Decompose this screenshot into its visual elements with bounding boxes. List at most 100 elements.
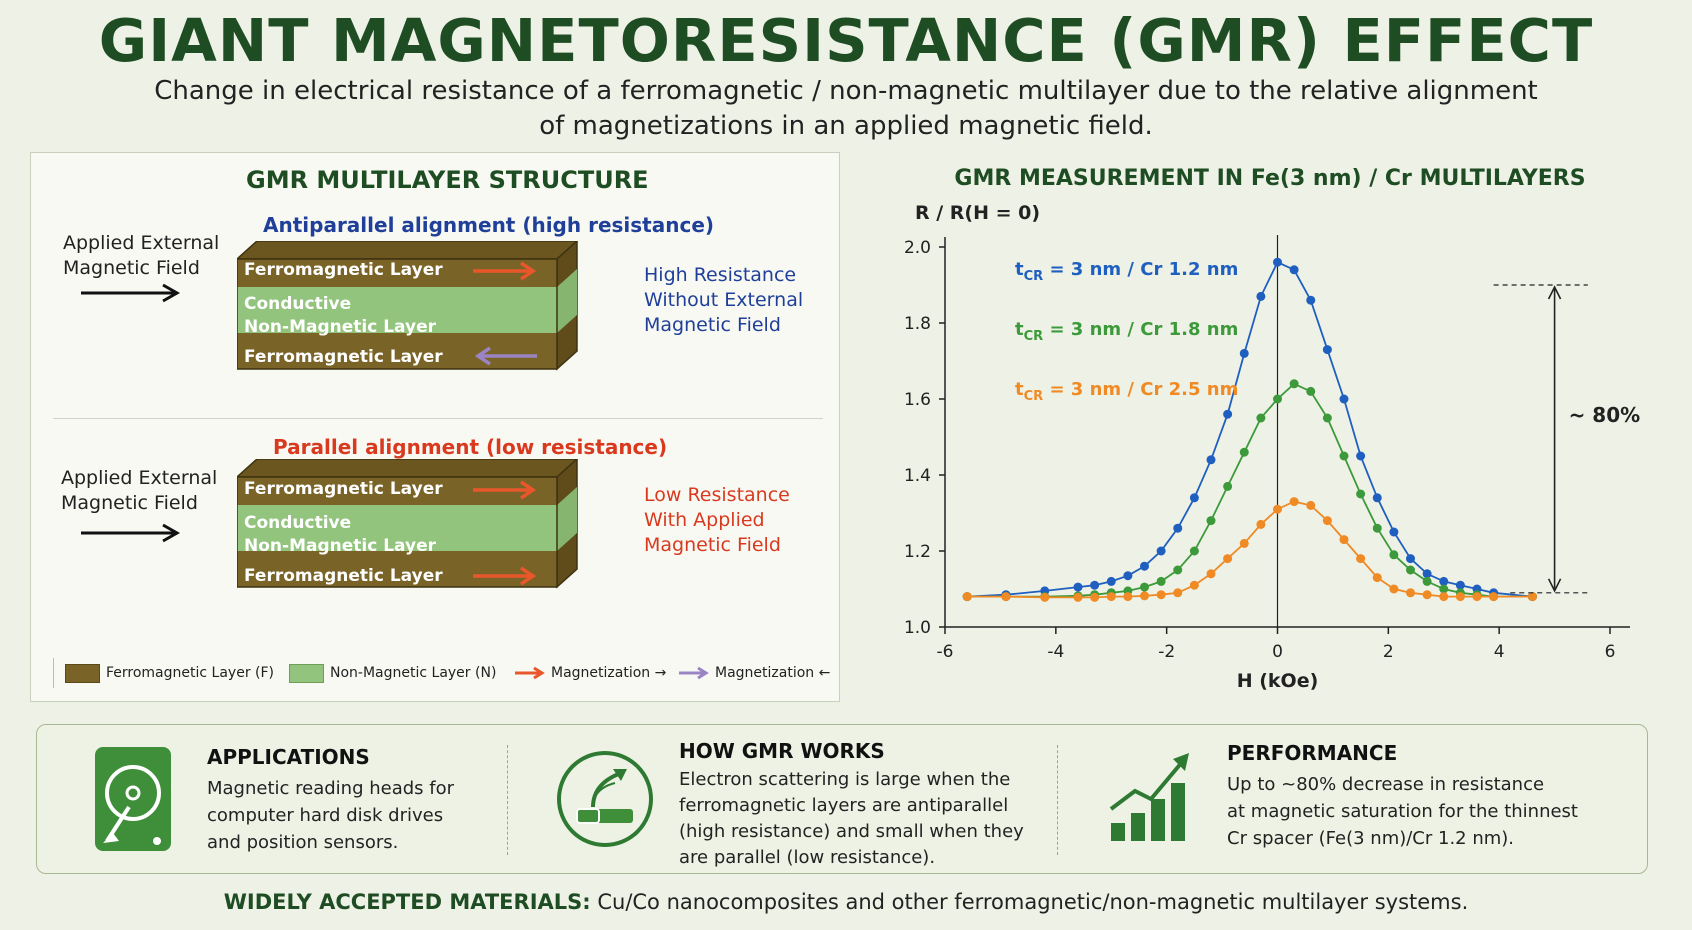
parallel-field-label: Applied External Magnetic Field [61, 466, 217, 516]
data-point [1156, 576, 1166, 586]
section-divider [507, 745, 508, 855]
x-tick-label: 0 [1272, 642, 1283, 662]
text-line: at magnetic saturation for the thinnest [1227, 801, 1578, 822]
data-point [1273, 504, 1282, 514]
structure-title: GMR MULTILAYER STRUCTURE [246, 166, 649, 194]
data-point [1123, 571, 1133, 581]
data-point [1090, 592, 1100, 602]
data-point [1106, 592, 1116, 602]
data-point [1527, 592, 1537, 602]
data-point [1106, 576, 1116, 586]
text-line: Electron scattering is large when the [679, 769, 1011, 790]
data-point [1239, 447, 1249, 457]
data-point [1040, 592, 1050, 602]
layer-label: Ferromagnetic Layer [244, 260, 443, 280]
series-label: tCR = 3 nm / Cr 1.8 nm [1015, 319, 1238, 344]
purple-arrow-icon [679, 666, 709, 680]
data-point [1356, 554, 1366, 564]
data-point [1140, 591, 1149, 601]
state-line: Magnetic Field [644, 534, 781, 556]
data-point [1073, 592, 1083, 602]
data-point [1223, 554, 1233, 564]
data-point [1389, 527, 1399, 537]
text-line: Up to ~80% decrease in resistance [1227, 774, 1545, 795]
legend-label: Non-Magnetic Layer (N) [330, 665, 497, 681]
magnetization-left-arrow [474, 346, 537, 366]
x-tick-label: 6 [1605, 642, 1616, 662]
how-title: HOW GMR WORKS [679, 739, 885, 763]
data-point [1455, 592, 1465, 602]
data-point [1306, 500, 1316, 510]
state-line: Low Resistance [644, 484, 790, 506]
state-line: Magnetic Field [644, 314, 781, 336]
data-point [1306, 386, 1316, 396]
data-point [1372, 573, 1382, 583]
how-text: Electron scattering is large when the fe… [679, 767, 1024, 871]
footer-text: Cu/Co nanocomposites and other ferromagn… [590, 890, 1469, 914]
footer: WIDELY ACCEPTED MATERIALS: Cu/Co nanocom… [0, 890, 1692, 914]
data-point [1389, 584, 1399, 594]
magnetization-right-arrow [473, 480, 537, 500]
page-title: GIANT MAGNETORESISTANCE (GMR) EFFECT [98, 6, 1594, 75]
data-point [1090, 580, 1100, 590]
field-label-line: Magnetic Field [63, 257, 200, 279]
data-point [1322, 516, 1332, 526]
data-point [1439, 576, 1449, 586]
text-line: Magnetic reading heads for [207, 778, 455, 799]
layer-label: Conductive Non-Magnetic Layer [244, 293, 436, 339]
y-tick-label: 2.0 [904, 238, 931, 258]
data-point [1189, 493, 1199, 503]
annotation-arrowhead [1547, 285, 1562, 300]
parallel-title: Parallel alignment (low resistance) [273, 435, 668, 459]
legend-divider [53, 658, 54, 688]
antiparallel-stack [237, 241, 579, 371]
data-point [1406, 588, 1415, 598]
legend-item-ferro: Ferromagnetic Layer (F) [65, 658, 274, 688]
text-line: are parallel (low resistance). [679, 847, 936, 868]
data-point [1140, 582, 1149, 592]
state-line: Without External [644, 289, 804, 311]
legend-item-nonmag: Non-Magnetic Layer (N) [289, 658, 496, 688]
data-point [1189, 546, 1199, 556]
x-axis-label: H (kOe) [1237, 670, 1319, 692]
magnetization-right-arrow [473, 566, 537, 586]
text-line: Cr spacer (Fe(3 nm)/Cr 1.2 nm). [1227, 828, 1515, 849]
layer-label-line: Conductive [244, 294, 352, 314]
data-point [1339, 451, 1349, 461]
data-point [1422, 576, 1432, 586]
data-point [1173, 588, 1183, 598]
legend-label: Ferromagnetic Layer (F) [106, 665, 274, 681]
field-label-line: Applied External [61, 467, 218, 489]
y-tick-label: 1.0 [904, 618, 931, 638]
series-label: tCR = 3 nm / Cr 1.2 nm [1015, 259, 1238, 284]
layer-label-line: Non-Magnetic Layer [244, 317, 436, 337]
parallel-stack [237, 459, 579, 589]
legend-label: Magnetization → [551, 665, 667, 681]
series-label: tCR = 3 nm / Cr 2.5 nm [1015, 379, 1238, 404]
data-point [1206, 516, 1216, 526]
field-label-line: Magnetic Field [61, 492, 198, 514]
orange-arrow-icon [515, 666, 545, 680]
data-point [1156, 546, 1166, 556]
data-point [1389, 550, 1399, 560]
y-tick-label: 1.8 [904, 314, 931, 334]
y-tick-label: 1.4 [904, 466, 931, 486]
legend: Ferromagnetic Layer (F) Non-Magnetic Lay… [53, 658, 833, 688]
data-point [1455, 580, 1465, 590]
state-line: With Applied [644, 509, 765, 531]
field-arrow-icon [81, 283, 181, 303]
legend-item-mag-right: Magnetization → [513, 658, 666, 688]
ferro-swatch [65, 663, 100, 683]
data-point [1001, 592, 1011, 602]
data-point [1489, 592, 1499, 602]
data-point [1156, 590, 1166, 600]
data-point [1339, 394, 1349, 404]
chart-title: GMR MEASUREMENT IN Fe(3 nm) / Cr MULTILA… [954, 166, 1586, 191]
performance-title: PERFORMANCE [1227, 741, 1398, 765]
x-tick-label: 2 [1383, 642, 1394, 662]
sensor-icon [557, 751, 653, 847]
structure-panel: GMR MULTILAYER STRUCTURE Antiparallel al… [30, 152, 840, 702]
performance-text: Up to ~80% decrease in resistance at mag… [1227, 771, 1578, 852]
series-line [967, 261, 1533, 598]
x-tick-label: -6 [937, 642, 954, 662]
